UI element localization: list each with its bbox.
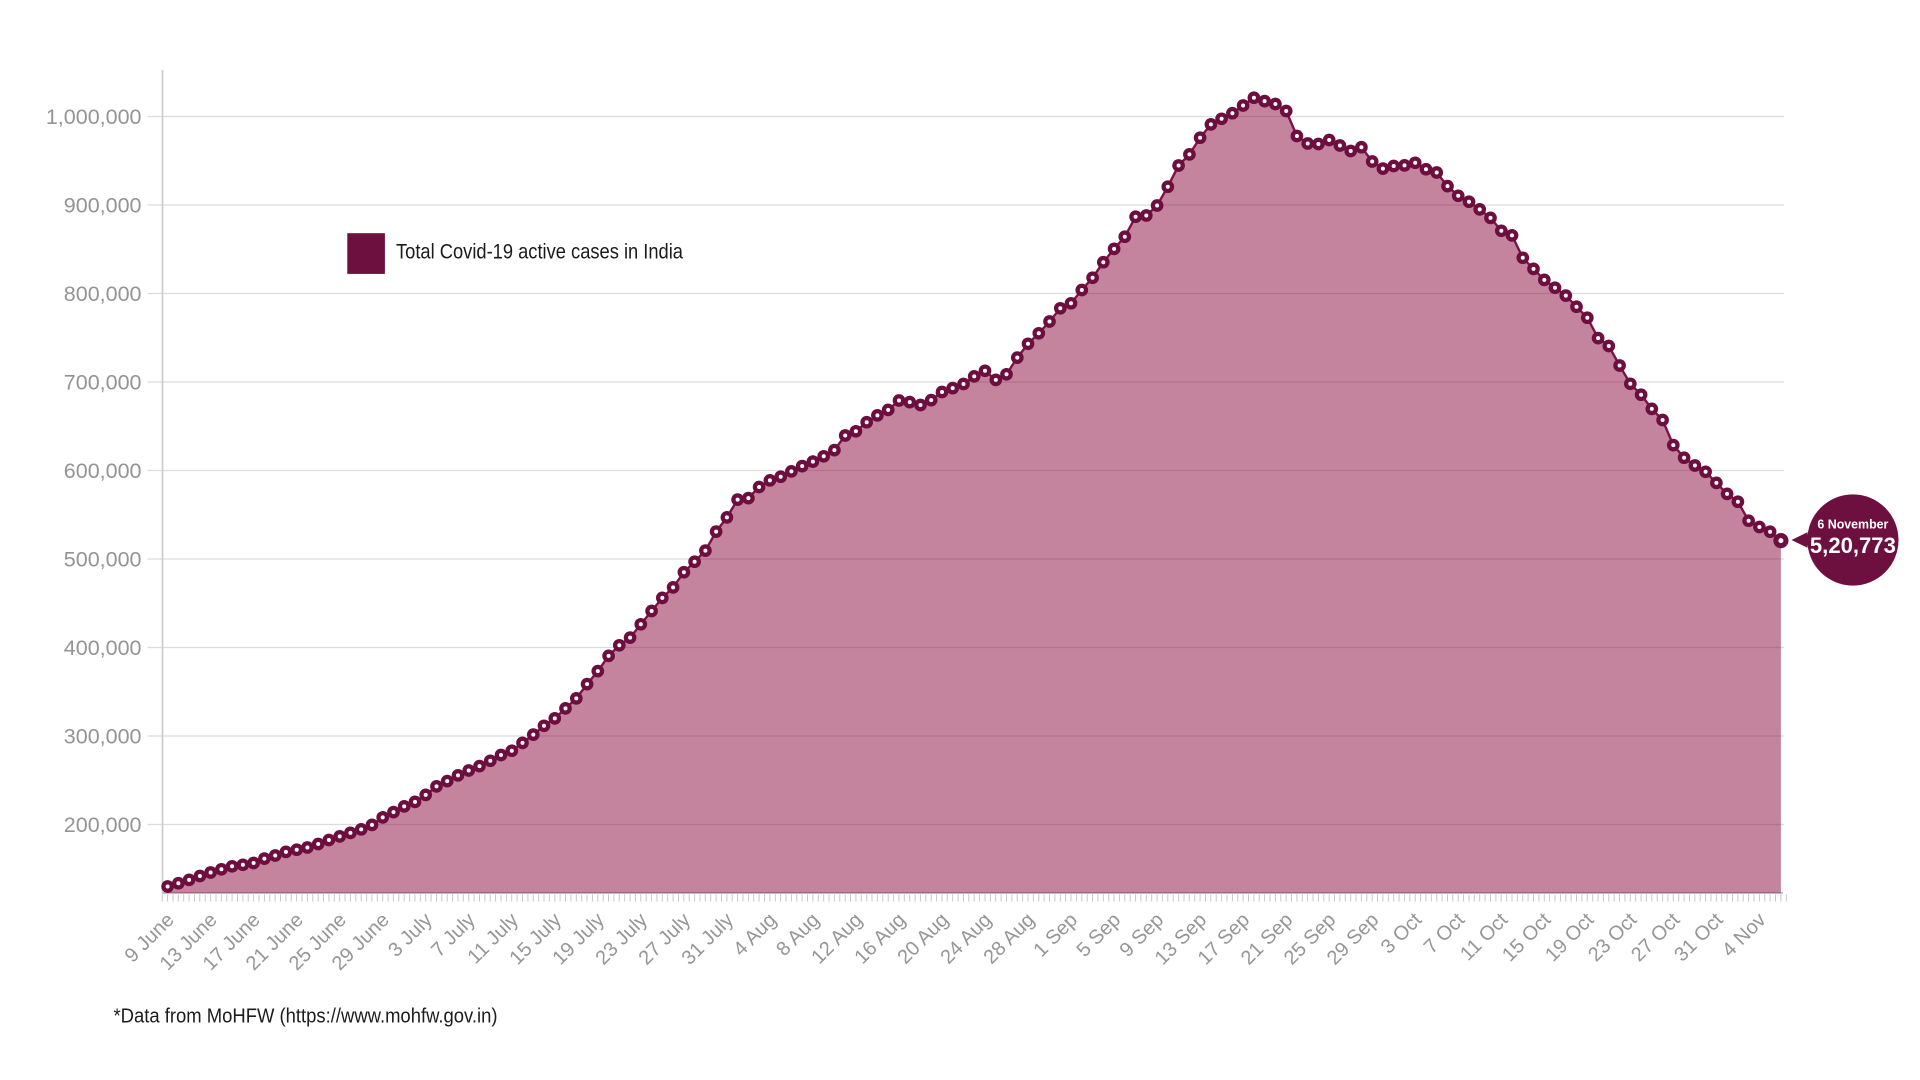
svg-text:500,000: 500,000 bbox=[64, 547, 142, 571]
svg-text:5,20,773: 5,20,773 bbox=[1810, 533, 1896, 558]
svg-text:300,000: 300,000 bbox=[64, 724, 142, 748]
svg-text:Total Covid-19 active cases in: Total Covid-19 active cases in India bbox=[396, 240, 683, 264]
svg-text:6 November: 6 November bbox=[1817, 517, 1888, 532]
svg-text:200,000: 200,000 bbox=[64, 813, 142, 837]
svg-text:700,000: 700,000 bbox=[64, 370, 142, 394]
svg-text:900,000: 900,000 bbox=[64, 193, 142, 217]
svg-text:1,000,000: 1,000,000 bbox=[46, 105, 142, 129]
svg-text:400,000: 400,000 bbox=[64, 636, 142, 660]
svg-text:800,000: 800,000 bbox=[64, 282, 142, 306]
svg-text:*Data from MoHFW (https://www.: *Data from MoHFW (https://www.mohfw.gov.… bbox=[114, 1006, 498, 1028]
svg-text:600,000: 600,000 bbox=[64, 459, 142, 483]
